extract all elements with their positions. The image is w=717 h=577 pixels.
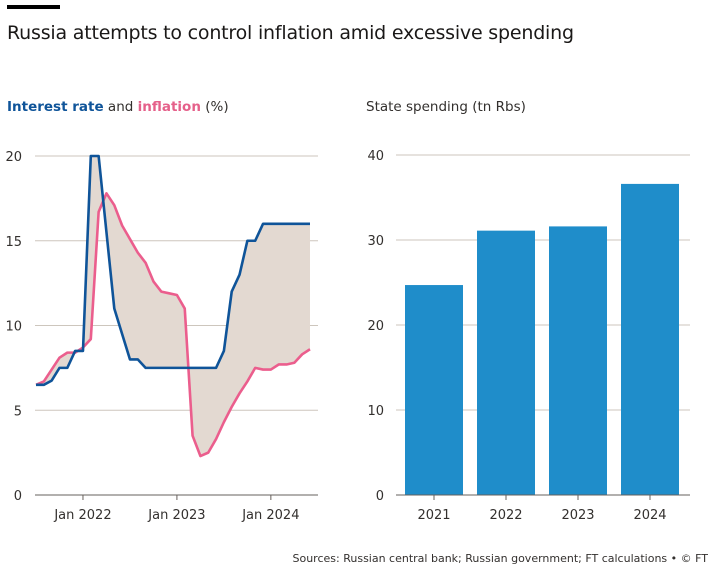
- y-tick-label: 20: [5, 150, 22, 165]
- x-tick-label: Jan 2023: [147, 508, 205, 523]
- y-tick-label: 10: [367, 404, 384, 419]
- y-tick-label: 0: [14, 489, 22, 504]
- ft-header-rule: [7, 5, 60, 9]
- y-tick-label: 20: [367, 319, 384, 334]
- bar-2022: [477, 230, 535, 495]
- gap-area: [36, 156, 310, 457]
- x-tick-label: 2021: [417, 508, 450, 523]
- bar-2023: [549, 226, 607, 495]
- x-tick-label: 2023: [561, 508, 594, 523]
- chart-title: Russia attempts to control inflation ami…: [7, 22, 574, 44]
- interest-rate-line: [36, 154, 310, 387]
- bar-2024: [621, 183, 679, 495]
- subtitle-joiner: and: [103, 99, 138, 115]
- line-chart-subtitle: Interest rate and inflation (%): [7, 99, 229, 115]
- inflation-line: [35, 191, 311, 458]
- subtitle-unit: (%): [200, 99, 229, 115]
- y-tick-label: 0: [376, 489, 384, 504]
- bar-chart-subtitle: State spending (tn Rbs): [366, 99, 526, 115]
- x-tick-label: Jan 2024: [241, 508, 299, 523]
- y-tick-label: 15: [5, 235, 22, 250]
- bar-2021: [405, 285, 463, 495]
- y-tick-label: 40: [367, 149, 384, 164]
- y-tick-label: 10: [5, 320, 22, 335]
- y-tick-label: 30: [367, 234, 384, 249]
- y-tick-label: 5: [14, 404, 22, 419]
- source-note: Sources: Russian central bank; Russian g…: [292, 552, 709, 565]
- legend-interest-rate: Interest rate: [7, 99, 104, 115]
- x-tick-label: 2024: [633, 508, 666, 523]
- legend-inflation: inflation: [137, 99, 201, 115]
- x-tick-label: 2022: [489, 508, 522, 523]
- x-tick-label: Jan 2022: [53, 508, 111, 523]
